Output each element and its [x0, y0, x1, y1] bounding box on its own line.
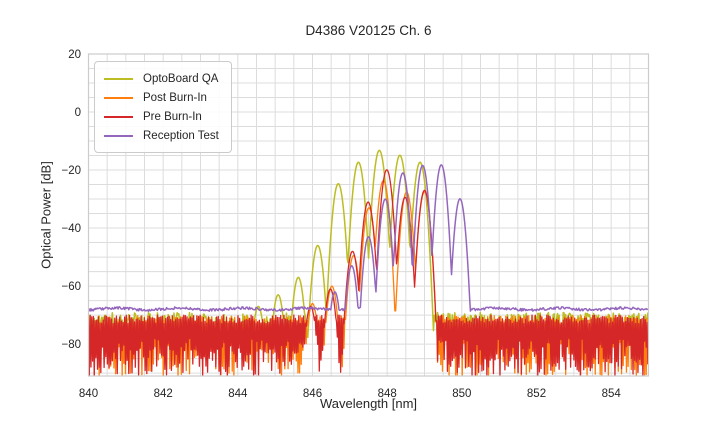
y-tick-label: −80 — [61, 339, 81, 351]
y-tick-label: −20 — [61, 165, 81, 177]
plot-frame — [87, 53, 650, 377]
y-tick-label: −40 — [61, 223, 81, 235]
x-tick-label: 848 — [378, 388, 397, 400]
y-tick-label: 20 — [68, 49, 81, 61]
legend-item: Post Burn-In — [104, 88, 219, 107]
x-tick-label: 850 — [452, 388, 471, 400]
legend: OptoBoard QA Post Burn-In Pre Burn-In Recep… — [94, 61, 232, 153]
legend-item-label: OptoBoard QA — [143, 72, 219, 85]
legend-line-swatch — [104, 96, 133, 99]
legend-item-label: Pre Burn-In — [143, 110, 202, 123]
x-tick-label: 842 — [154, 388, 173, 400]
legend-item: Reception Test — [104, 126, 219, 145]
chart-title: D4386 V20125 Ch. 6 — [305, 23, 432, 38]
legend-item: Pre Burn-In — [104, 107, 219, 126]
legend-line-swatch — [104, 115, 133, 118]
legend-item: OptoBoard QA — [104, 69, 219, 88]
x-tick-label: 854 — [602, 388, 622, 400]
y-tick-label: −60 — [61, 281, 81, 293]
series-line-reception-test — [88, 164, 649, 312]
series-group — [88, 149, 649, 376]
x-tick-label: 844 — [228, 388, 248, 400]
x-tick-label: 852 — [527, 388, 546, 400]
legend-item-label: Reception Test — [143, 129, 219, 142]
x-axis-label: Wavelength [nm] — [319, 396, 418, 411]
y-tick-label: 0 — [75, 107, 81, 119]
series-line-pre-burn-in — [88, 169, 649, 376]
legend-line-swatch — [104, 134, 133, 137]
legend-item-label: Post Burn-In — [143, 91, 207, 104]
tick-labels: 840 842 844 846 848 850 852 854 20 0 −20 −40 −60 −80 — [61, 49, 621, 400]
x-tick-label: 846 — [303, 388, 322, 400]
legend-line-swatch — [104, 77, 133, 80]
x-tick-label: 840 — [79, 388, 98, 400]
